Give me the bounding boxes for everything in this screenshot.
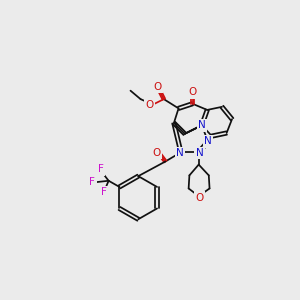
Text: F: F xyxy=(98,164,104,174)
Text: N: N xyxy=(198,120,206,130)
Text: O: O xyxy=(153,148,161,158)
Text: O: O xyxy=(154,82,162,92)
Text: N: N xyxy=(176,148,184,158)
Text: N: N xyxy=(196,148,203,158)
Text: N: N xyxy=(204,136,212,146)
Text: F: F xyxy=(89,177,95,187)
Text: O: O xyxy=(146,100,154,110)
Text: O: O xyxy=(188,87,196,97)
Text: O: O xyxy=(195,193,204,203)
Text: F: F xyxy=(101,187,107,197)
